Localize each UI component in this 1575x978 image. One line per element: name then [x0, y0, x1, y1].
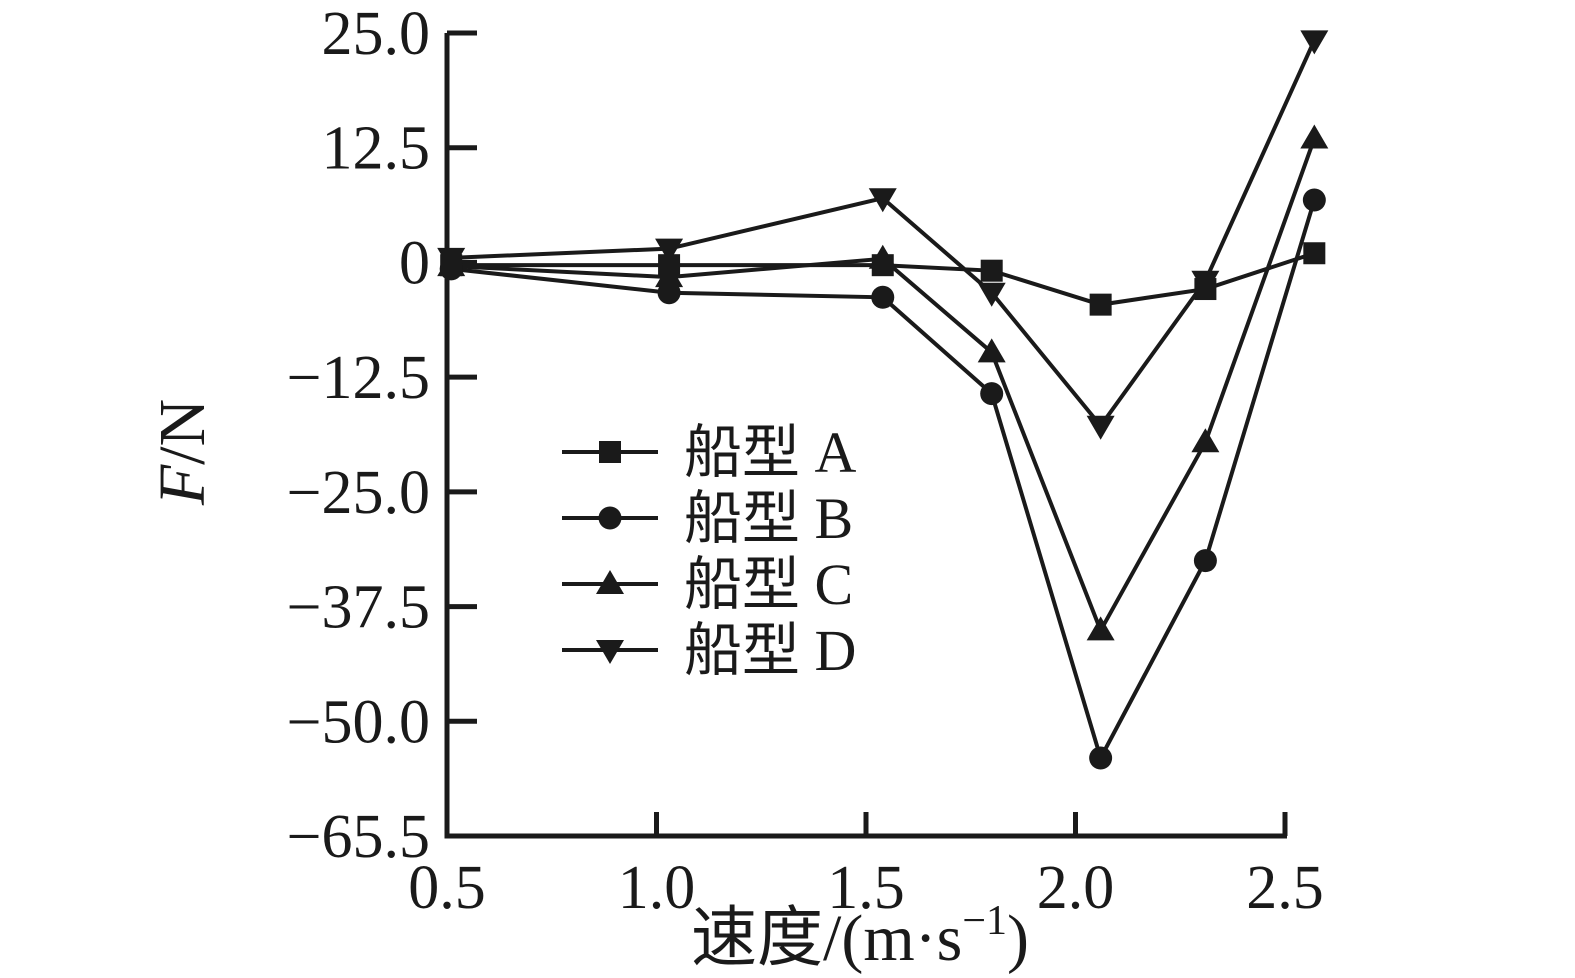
series-D-triangle-down-marker	[1086, 415, 1115, 440]
x-tick-label-1.5: 1.5	[827, 854, 905, 922]
legend-triangle-up-icon	[596, 570, 624, 594]
y-tick-label-25.0: 25.0	[322, 0, 431, 68]
x-axis-title-superscript: −1	[962, 898, 1007, 944]
series-markers	[437, 30, 1329, 770]
series-A-square-marker	[440, 254, 463, 277]
x-axis-title-end: )	[1007, 902, 1029, 975]
y-tick-label-12.5: 12.5	[322, 115, 431, 183]
series-A-square-marker	[658, 254, 681, 277]
axes: 0.5 1.0 1.5 2.0 2.5 25.0 12.5 0 −12.5 −25.0 −37.5 −…	[146, 0, 1324, 975]
series-C-triangle-up-marker	[1086, 616, 1115, 641]
series-D-triangle-down-marker	[868, 188, 897, 213]
series-C-triangle-up-marker	[977, 338, 1006, 363]
y-tick-label-−37.5: −37.5	[287, 574, 430, 642]
series-B-circle-marker	[1302, 188, 1326, 212]
series-B-circle-marker	[871, 285, 895, 309]
series-C-triangle-up-marker	[1191, 428, 1220, 453]
series-A-square-marker	[1089, 293, 1112, 316]
legend: 船型 A船型 B船型 C船型 D	[562, 420, 857, 683]
series-C-triangle-up-marker	[1300, 124, 1329, 149]
legend-entry-C: 船型 C	[562, 552, 853, 617]
legend-label-C: 船型 C	[684, 552, 853, 617]
x-axis-title-main: 速度/(m·s	[691, 902, 962, 975]
series-B-circle-marker	[980, 382, 1004, 406]
series-A-square-marker	[871, 254, 894, 277]
legend-square-icon	[599, 441, 621, 463]
series-B-circle-marker	[657, 281, 681, 305]
y-axis-title: F/N	[146, 399, 219, 506]
series-A-square-marker	[1303, 242, 1326, 265]
series-B-circle-marker	[1193, 549, 1217, 573]
x-tick-label-2.5: 2.5	[1246, 854, 1324, 922]
x-tick-label-0.5: 0.5	[408, 854, 486, 922]
series-A-square-marker	[980, 259, 1003, 282]
series-B-circle-marker	[1089, 746, 1113, 770]
legend-circle-icon	[598, 506, 622, 530]
legend-entry-B: 船型 B	[562, 486, 853, 551]
legend-label-A: 船型 A	[684, 420, 857, 485]
legend-triangle-down-icon	[596, 640, 624, 664]
legend-label-D: 船型 D	[684, 618, 856, 683]
y-tick-label-−12.5: −12.5	[287, 344, 430, 412]
legend-entry-D: 船型 D	[562, 618, 856, 683]
legend-label-B: 船型 B	[684, 486, 853, 551]
y-tick-label-−65.5: −65.5	[287, 803, 430, 871]
y-axis-title-unit: /N	[146, 399, 219, 465]
series-D-triangle-down-marker	[1300, 30, 1329, 55]
y-tick-label-0: 0	[399, 229, 430, 297]
y-axis-title-symbol: F	[146, 464, 219, 506]
y-tick-label-−50.0: −50.0	[287, 688, 430, 756]
x-tick-label-2.0: 2.0	[1037, 854, 1115, 922]
y-tick-label-−25.0: −25.0	[287, 459, 430, 527]
series-D-triangle-down-marker	[655, 238, 684, 263]
x-axis-title: 速度/(m·s−1)	[691, 898, 1029, 975]
legend-entry-A: 船型 A	[562, 420, 857, 485]
series-A-square-marker	[1194, 278, 1217, 301]
x-tick-label-1.0: 1.0	[618, 854, 696, 922]
series-D-triangle-down-marker	[977, 282, 1006, 307]
